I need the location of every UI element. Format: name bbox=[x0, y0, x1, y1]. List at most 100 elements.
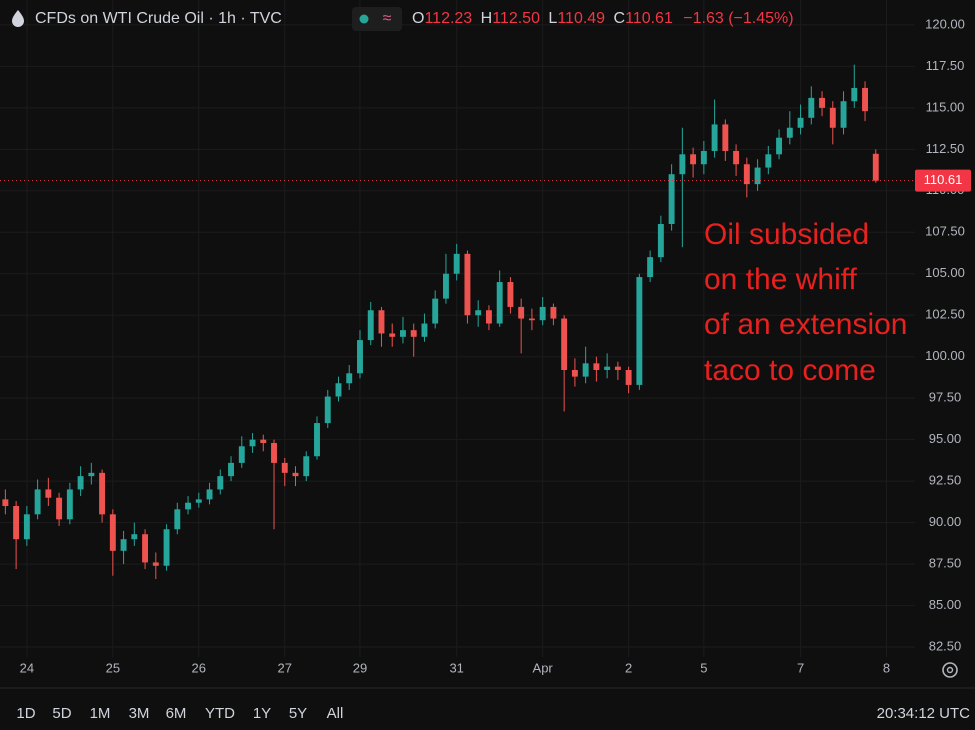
candle-body bbox=[56, 497, 63, 520]
candle-body bbox=[636, 277, 643, 385]
candle-body bbox=[679, 154, 686, 175]
candle-body bbox=[324, 396, 331, 424]
candle-body bbox=[496, 282, 503, 324]
candle-body bbox=[23, 514, 30, 540]
candle-body bbox=[442, 273, 449, 299]
candle-body bbox=[88, 472, 95, 477]
y-tick-label: 117.50 bbox=[926, 58, 965, 73]
candle-body bbox=[389, 333, 396, 337]
candle-body bbox=[625, 369, 632, 385]
candle-body bbox=[228, 462, 234, 477]
gear-inner[interactable] bbox=[946, 666, 954, 674]
candle-body bbox=[260, 439, 267, 443]
candle-body bbox=[378, 310, 385, 334]
x-tick-label: 24 bbox=[20, 660, 34, 675]
candle-body bbox=[314, 423, 320, 457]
candle-body bbox=[604, 366, 611, 370]
candle-body bbox=[819, 97, 826, 108]
candle-body bbox=[507, 282, 514, 307]
gear-outer[interactable] bbox=[942, 662, 958, 678]
candle-body bbox=[410, 330, 417, 337]
y-tick-label: 95.00 bbox=[929, 431, 962, 446]
candle-body bbox=[872, 153, 879, 181]
candle-body bbox=[281, 462, 288, 473]
candle-body bbox=[185, 502, 192, 510]
candle-body bbox=[582, 363, 589, 377]
annotation-line: Oil subsided bbox=[704, 218, 869, 251]
ohlc-key: H bbox=[481, 10, 493, 27]
candle-body bbox=[851, 87, 858, 102]
range-button[interactable]: YTD bbox=[205, 705, 235, 722]
range-button[interactable]: 6M bbox=[166, 705, 187, 722]
candle-body bbox=[786, 127, 793, 138]
y-tick-label: 82.50 bbox=[929, 638, 962, 653]
candle-body bbox=[711, 124, 718, 151]
range-button[interactable]: All bbox=[327, 705, 344, 722]
y-tick-label: 97.50 bbox=[929, 390, 962, 405]
y-tick-label: 112.50 bbox=[926, 141, 965, 156]
candle-body bbox=[754, 167, 761, 185]
candle-body bbox=[776, 137, 783, 155]
candle-body bbox=[77, 476, 84, 490]
y-tick-label: 107.50 bbox=[925, 224, 965, 239]
candle-body bbox=[217, 476, 224, 490]
candle-body bbox=[99, 472, 106, 515]
annotation-line: on the whiff bbox=[704, 263, 858, 296]
candle-body bbox=[657, 223, 664, 258]
candle-body bbox=[66, 489, 73, 520]
candle-body bbox=[206, 489, 213, 500]
candle-body bbox=[271, 442, 277, 463]
candle-body bbox=[303, 456, 310, 477]
candle-body bbox=[142, 534, 149, 563]
range-button[interactable]: 3M bbox=[129, 705, 150, 722]
candle-body bbox=[238, 446, 245, 463]
candle-body bbox=[647, 257, 654, 278]
range-button[interactable]: 1Y bbox=[253, 705, 271, 722]
ohlc-value: 112.50 bbox=[492, 10, 540, 27]
x-tick-label: 7 bbox=[797, 660, 804, 675]
range-button[interactable]: 1M bbox=[90, 705, 111, 722]
x-tick-label: 27 bbox=[278, 660, 292, 675]
x-tick-label: 26 bbox=[192, 660, 206, 675]
candle-body bbox=[862, 87, 868, 112]
settings-icon[interactable] bbox=[942, 662, 958, 678]
plot-area: 82.50 85.00 87.50 90.00 92.50 95.00 97.50 100.0… bbox=[0, 0, 971, 675]
candle-body bbox=[722, 124, 729, 151]
y-tick-label: 87.50 bbox=[929, 556, 962, 571]
candle-body bbox=[131, 534, 138, 540]
candle-body bbox=[34, 489, 41, 515]
clock: 20:34:12 UTC bbox=[877, 705, 971, 722]
change: −1.63 (−1.45%) bbox=[683, 10, 793, 27]
ohlc-value: 112.23 bbox=[424, 10, 472, 27]
y-tick-label: 100.00 bbox=[925, 348, 965, 363]
last-price-box bbox=[915, 169, 971, 192]
candle-body bbox=[550, 306, 557, 319]
candle-body bbox=[292, 472, 299, 477]
ohlc-legend: O112.23 H112.50 L110.49 C110.61 −1.63 (−… bbox=[412, 10, 794, 27]
y-tick-label: 102.50 bbox=[925, 307, 965, 322]
candle-body bbox=[357, 340, 363, 374]
candle-body bbox=[829, 107, 836, 128]
x-tick-label: 5 bbox=[700, 660, 707, 675]
candle-body bbox=[163, 529, 170, 566]
candle-body bbox=[614, 366, 621, 370]
candle-body bbox=[45, 489, 52, 498]
range-button[interactable]: 5D bbox=[52, 705, 71, 722]
market-status-dot bbox=[359, 14, 369, 24]
y-tick-label: 85.00 bbox=[929, 597, 962, 612]
candle-body bbox=[539, 306, 546, 321]
range-button[interactable]: 5Y bbox=[289, 705, 307, 722]
candle-body bbox=[571, 369, 578, 377]
range-button[interactable]: 1D bbox=[16, 705, 35, 722]
ohlc-key: O bbox=[412, 10, 424, 27]
x-tick-label: 8 bbox=[883, 660, 890, 675]
y-tick-label: 115.00 bbox=[926, 99, 965, 114]
candle-body bbox=[733, 150, 740, 165]
ohlc-key: L bbox=[548, 10, 557, 27]
candle-body bbox=[109, 514, 116, 551]
status-icon: ≈ bbox=[383, 10, 392, 27]
y-tick-label: 92.50 bbox=[929, 473, 962, 488]
candle-body bbox=[152, 562, 159, 566]
candle-body bbox=[464, 253, 471, 316]
